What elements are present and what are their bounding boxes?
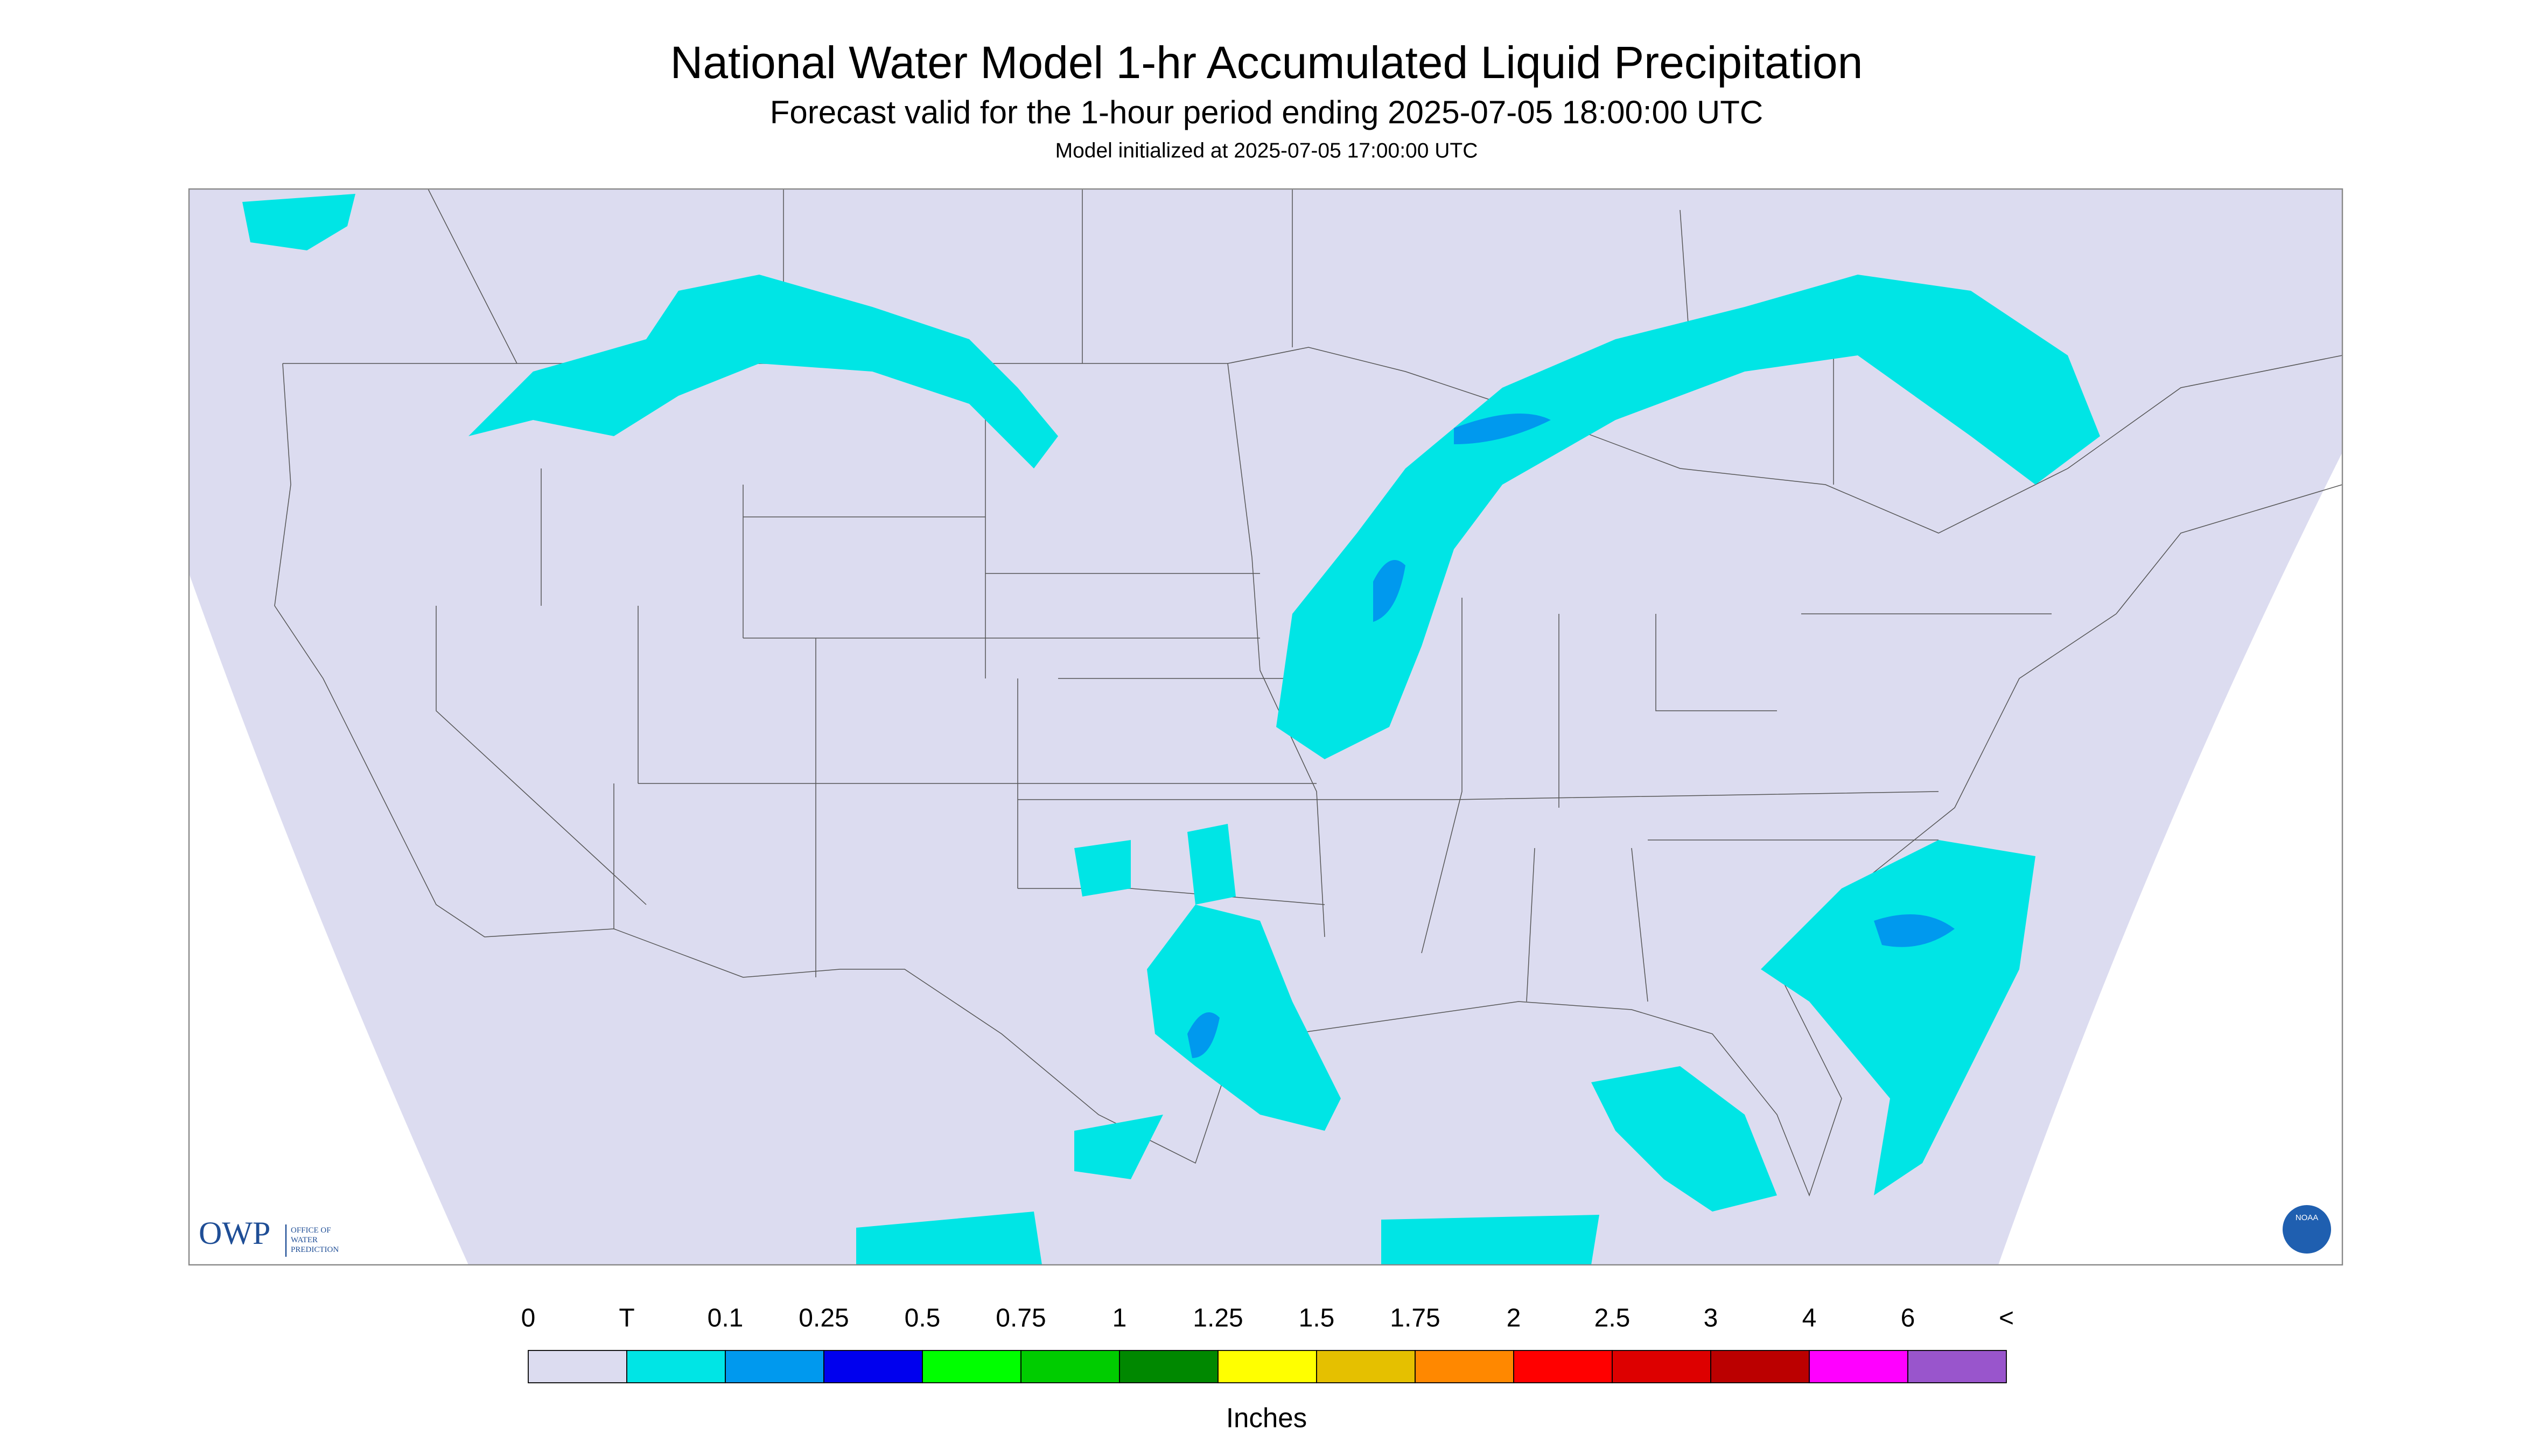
legend-label: 4 (1802, 1304, 1817, 1333)
map-frame (188, 188, 2343, 1266)
legend-label: < (1999, 1304, 2014, 1333)
legend-swatch (823, 1350, 923, 1383)
legend-swatch (1513, 1350, 1613, 1383)
legend-label: 1.5 (1299, 1304, 1335, 1333)
legend-label: 0.75 (996, 1304, 1046, 1333)
legend-swatch (1217, 1350, 1317, 1383)
legend-unit: Inches (1226, 1402, 1307, 1433)
owp-logo: OWP (199, 1215, 270, 1251)
legend-swatch (1907, 1350, 2007, 1383)
legend-label: 0 (521, 1304, 536, 1333)
legend-swatch (1119, 1350, 1219, 1383)
legend-label: 1 (1112, 1304, 1127, 1333)
legend-label: 2 (1507, 1304, 1521, 1333)
legend-swatch (725, 1350, 824, 1383)
legend-label: 1.75 (1390, 1304, 1440, 1333)
title: National Water Model 1-hr Accumulated Li… (670, 37, 1863, 88)
legend-label: 3 (1704, 1304, 1718, 1333)
legend-swatch (1020, 1350, 1120, 1383)
subtitle: Forecast valid for the 1-hour period end… (770, 94, 1763, 130)
legend-label: T (619, 1304, 634, 1333)
legend-label: 0.5 (905, 1304, 941, 1333)
legend-swatch (1809, 1350, 1908, 1383)
owp-agency: PREDICTION (291, 1245, 339, 1254)
legend-swatch (626, 1350, 726, 1383)
legend-swatch (1415, 1350, 1514, 1383)
map: OWP OFFICE OF WATER PREDICTION NOAA (188, 188, 2343, 1266)
owp-agency: OFFICE OF (291, 1226, 331, 1235)
legend-swatch (1316, 1350, 1416, 1383)
legend-swatch (922, 1350, 1021, 1383)
init-time: Model initialized at 2025-07-05 17:00:00… (1055, 139, 1478, 162)
noaa-text: NOAA (2296, 1213, 2319, 1222)
legend-label: 0.25 (799, 1304, 849, 1333)
legend-swatch (528, 1350, 627, 1383)
noaa-badge (2283, 1205, 2331, 1254)
legend-label: 6 (1901, 1304, 1915, 1333)
legend-label: 0.1 (708, 1304, 744, 1333)
legend: 0 T 0.1 0.25 0.5 0.75 1 1.25 1.5 1.75 2 2.5 3 4 6 < (521, 1304, 2014, 1383)
legend-label: 2.5 (1594, 1304, 1631, 1333)
precip-areas (242, 194, 2100, 1265)
legend-swatch (1612, 1350, 1711, 1383)
owp-agency: WATER (291, 1236, 318, 1244)
legend-swatch (1710, 1350, 1810, 1383)
legend-label: 1.25 (1193, 1304, 1243, 1333)
